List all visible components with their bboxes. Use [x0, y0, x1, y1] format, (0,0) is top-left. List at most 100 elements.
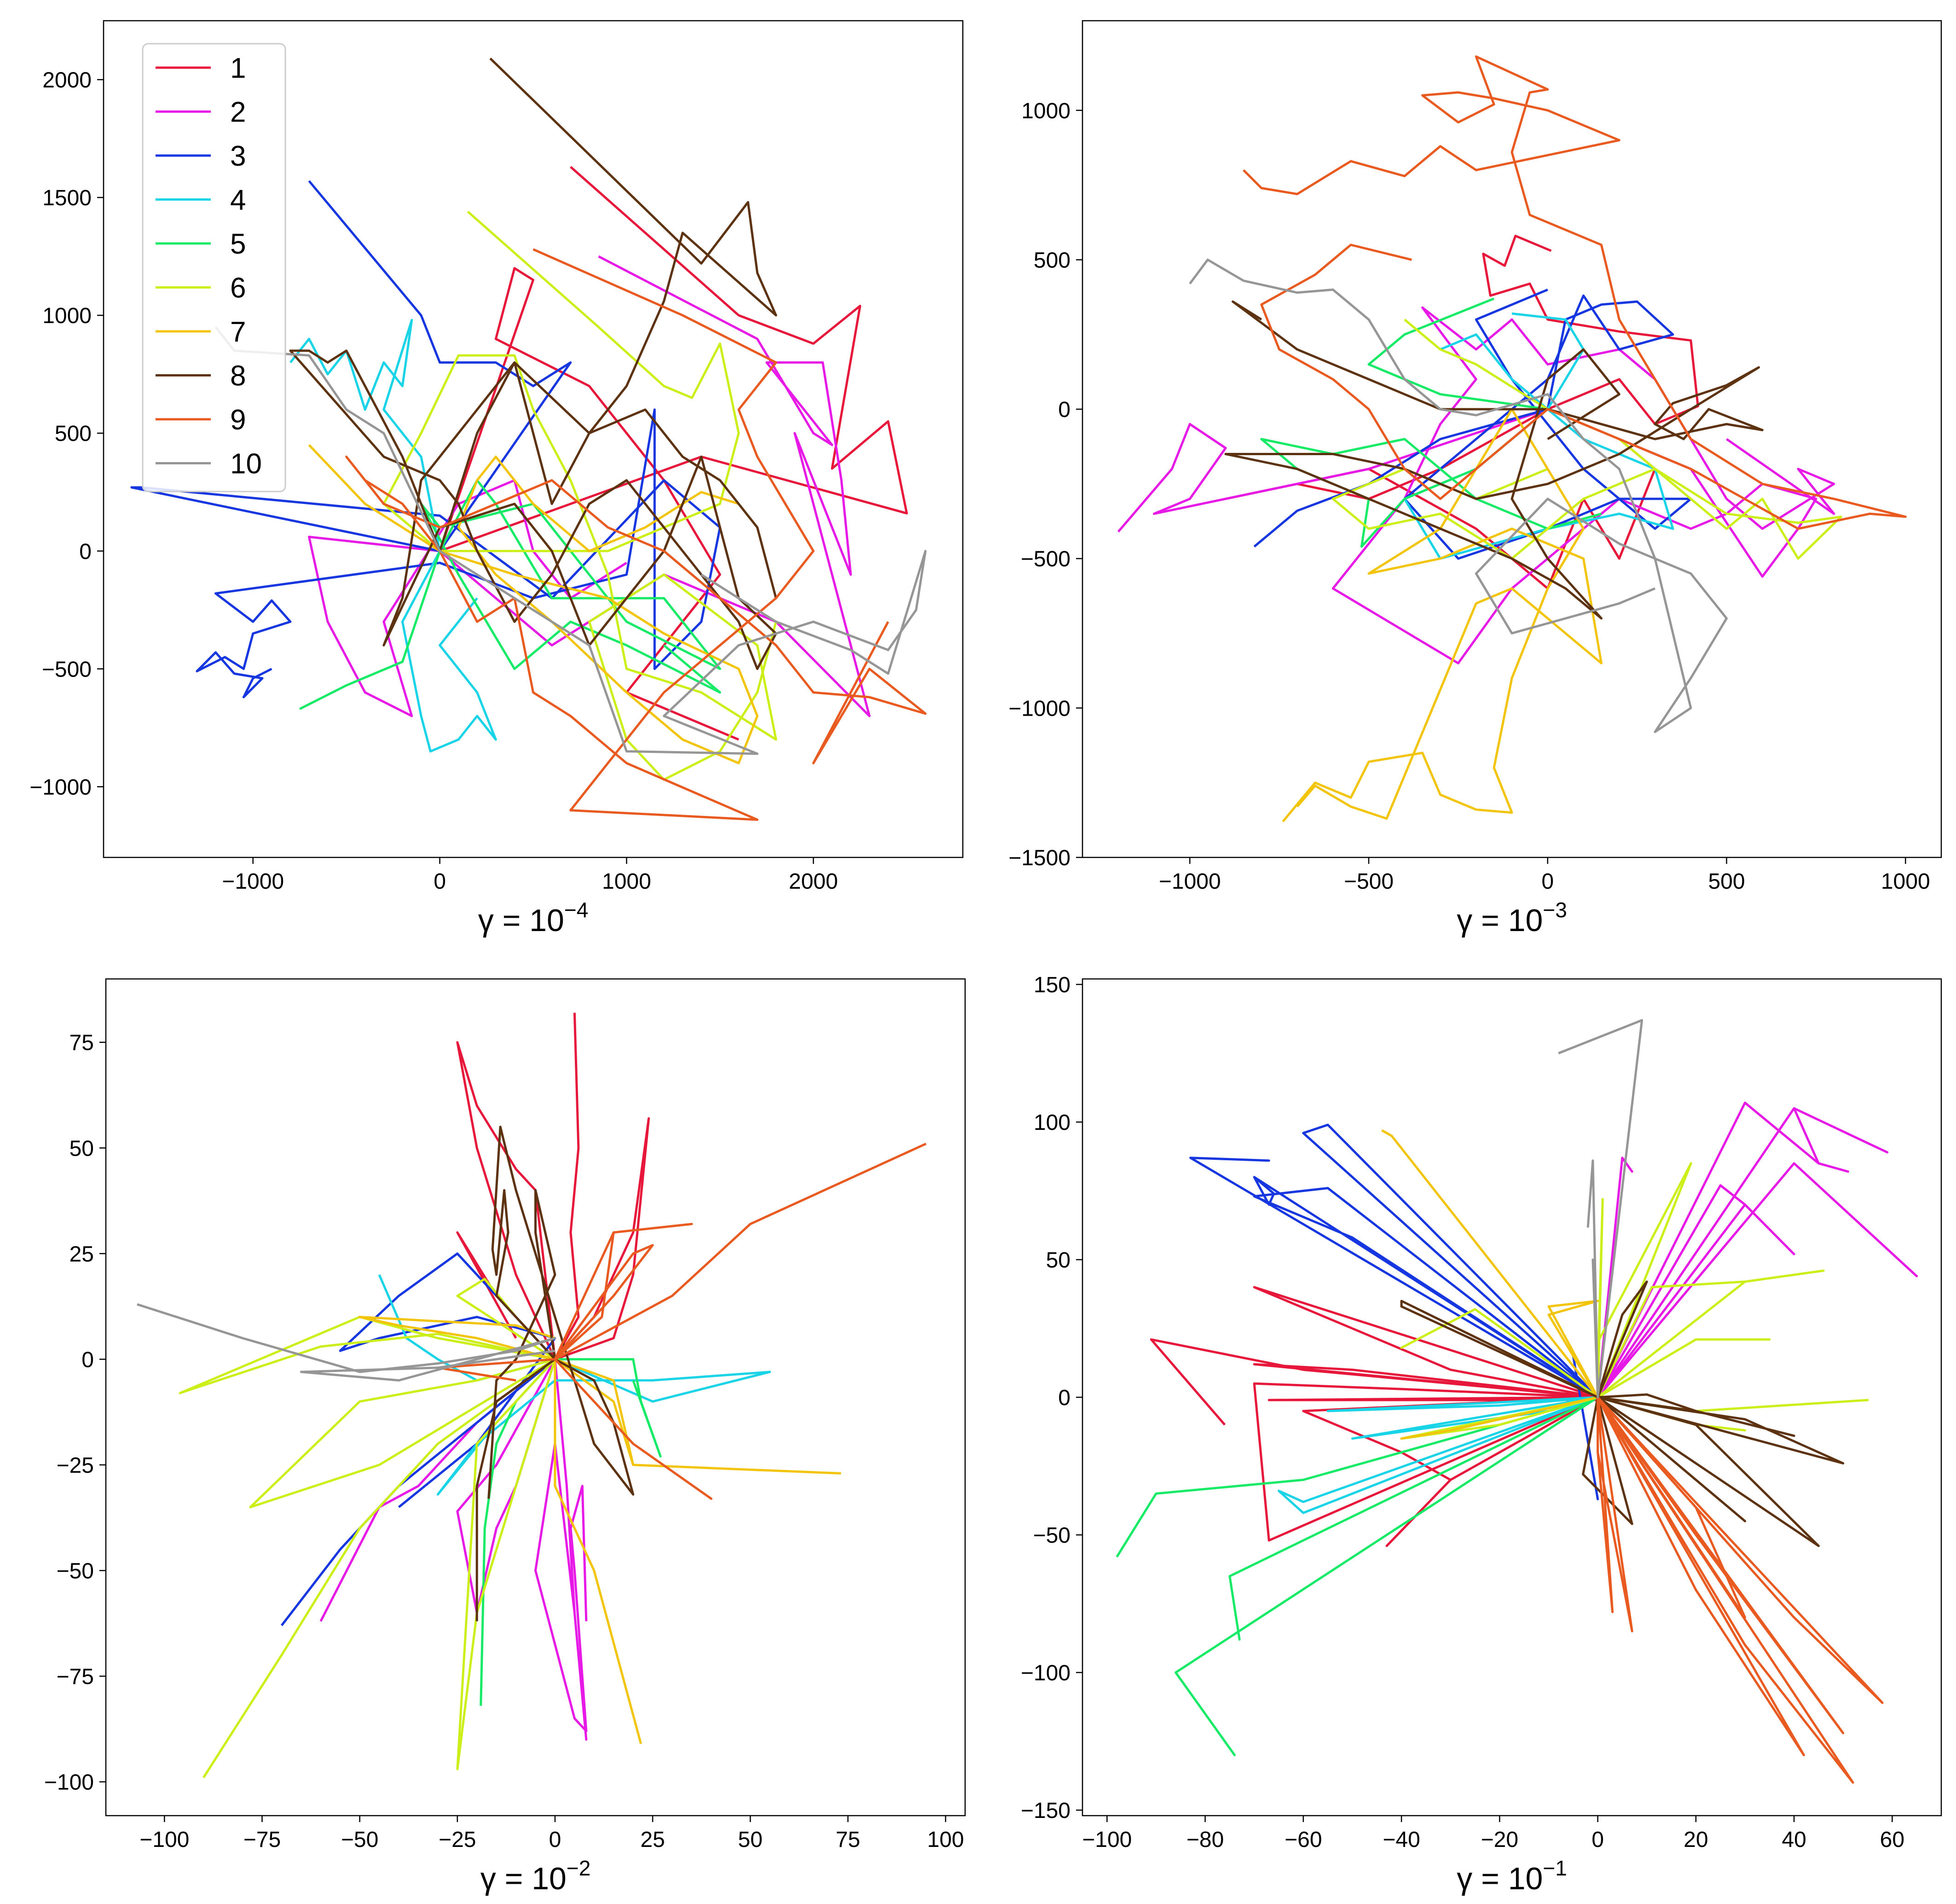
legend-label-6: 6 — [230, 272, 246, 304]
x-tick-label: 0 — [549, 1828, 561, 1852]
x-tick-label: −50 — [341, 1828, 378, 1852]
legend-label-9: 9 — [230, 404, 246, 436]
legend-label-8: 8 — [230, 360, 246, 392]
x-axis-label-base: γ = 10 — [1457, 1861, 1543, 1896]
series-10-line — [1558, 1019, 1644, 1399]
x-axis-label: γ = 10−4 — [478, 898, 589, 938]
legend-label-2: 2 — [230, 97, 246, 128]
x-tick-label: −1000 — [1159, 869, 1221, 894]
series-8-line — [1400, 1280, 1845, 1547]
y-tick-label: 0 — [1058, 398, 1071, 422]
series-3-line — [280, 1252, 556, 1626]
x-tick-label: 1000 — [602, 869, 651, 894]
y-tick-label: 500 — [1034, 248, 1071, 272]
x-tick-label: −80 — [1186, 1828, 1224, 1852]
chart-panel-4: −100 −80 −60 −40 −20 0 20 40 60 −150 −100 −50 0 50 100… — [1021, 973, 1942, 1896]
legend-label-4: 4 — [230, 185, 246, 216]
chart-panel-1: −1000 0 1000 2000 −1000 −500 0 500 1000 1500 2000 γ… — [29, 20, 964, 938]
x-axis-label-exponent: −1 — [1543, 1856, 1567, 1880]
series-1-line — [1224, 235, 1699, 590]
series-3-line — [1189, 1123, 1599, 1500]
series-group — [1116, 1019, 1918, 1784]
series-9-line — [1597, 1396, 1884, 1784]
x-tick-label: 0 — [434, 869, 446, 894]
series-9-line — [436, 1142, 927, 1500]
series-10-line — [214, 326, 927, 755]
x-axis-label: γ = 10−2 — [480, 1856, 591, 1896]
y-tick-label: 0 — [1058, 1386, 1071, 1410]
series-9-line — [1243, 55, 1907, 530]
y-tick-label: −500 — [42, 657, 92, 682]
y-tick-label: −75 — [57, 1665, 94, 1689]
x-axis-label-exponent: −4 — [564, 898, 588, 922]
chart-panel-2: −1000 −500 0 500 1000 −1500 −1000 −500 0 500 1000 γ… — [1008, 20, 1942, 938]
series-6-line — [382, 210, 777, 781]
y-tick-label: −1000 — [29, 775, 92, 799]
x-tick-label: −60 — [1285, 1828, 1322, 1852]
x-axis-label: γ = 10−1 — [1457, 1856, 1567, 1896]
series-group — [1117, 55, 1907, 822]
legend-label-5: 5 — [230, 228, 246, 260]
x-tick-label: 75 — [836, 1828, 860, 1852]
x-axis-label-exponent: −2 — [567, 1856, 590, 1880]
x-tick-label: −100 — [1082, 1828, 1132, 1852]
y-tick-label: 150 — [1034, 973, 1071, 997]
y-tick-label: −25 — [57, 1453, 94, 1478]
x-axis-label-base: γ = 10 — [1457, 903, 1543, 938]
series-7-line — [1282, 408, 1603, 822]
series-group — [137, 1013, 927, 1778]
y-tick-label: 25 — [69, 1242, 94, 1267]
y-tick-label: 50 — [69, 1136, 94, 1161]
x-tick-label: 1000 — [1881, 869, 1930, 894]
x-axis-label: γ = 10−3 — [1457, 898, 1567, 938]
plot-frame — [105, 978, 966, 1817]
y-tick-label: 1500 — [42, 186, 92, 210]
x-tick-label: −25 — [439, 1828, 476, 1852]
x-tick-label: −500 — [1344, 869, 1394, 894]
legend-label-1: 1 — [230, 52, 246, 84]
legend-label-3: 3 — [230, 140, 246, 172]
series-group — [130, 58, 927, 821]
x-tick-label: 100 — [927, 1828, 964, 1852]
x-tick-label: 0 — [1541, 869, 1554, 894]
legend: 1 2 3 4 5 6 7 8 9 10 — [142, 43, 286, 492]
series-4-line — [1278, 1396, 1599, 1514]
y-tick-label: −1000 — [1008, 696, 1071, 721]
y-tick-label: −50 — [1033, 1523, 1071, 1548]
y-tick-label: 50 — [1046, 1248, 1071, 1273]
legend-label-7: 7 — [230, 316, 246, 348]
y-tick-label: 0 — [81, 1348, 94, 1372]
x-axis-label-base: γ = 10 — [480, 1861, 567, 1896]
x-axis-label-base: γ = 10 — [478, 903, 564, 938]
series-8-line — [289, 58, 777, 670]
series-2-line — [1597, 1101, 1918, 1399]
series-1-line — [1150, 1286, 1599, 1547]
x-tick-label: −75 — [243, 1828, 281, 1852]
x-tick-label: 2000 — [789, 869, 838, 894]
x-tick-label: −1000 — [222, 869, 284, 894]
series-7-line — [359, 1316, 841, 1744]
legend-label-10: 10 — [230, 448, 262, 480]
y-tick-label: 100 — [1034, 1111, 1071, 1135]
x-tick-label: 0 — [1591, 1828, 1604, 1852]
series-8-line — [1224, 300, 1764, 620]
chart-panel-3: −100 −75 −50 −25 0 25 50 75 100 −100 −75 −50 −25 0 25 5… — [44, 978, 966, 1896]
series-1-line — [456, 1013, 650, 1360]
plot-frame — [103, 20, 964, 858]
y-tick-label: 1000 — [1021, 99, 1071, 123]
series-2-line — [1117, 306, 1835, 665]
x-tick-label: 50 — [738, 1828, 763, 1852]
x-tick-label: −20 — [1481, 1828, 1518, 1852]
y-tick-label: 2000 — [42, 68, 92, 93]
x-tick-label: 60 — [1880, 1828, 1904, 1852]
x-tick-label: 25 — [640, 1828, 665, 1852]
series-9-line — [345, 248, 927, 821]
x-tick-label: −100 — [139, 1828, 189, 1852]
y-tick-label: 500 — [55, 422, 92, 446]
series-7-line — [308, 444, 758, 764]
series-4-line — [378, 1274, 771, 1496]
series-3-line — [130, 180, 721, 699]
series-5-line — [1260, 297, 1602, 548]
y-tick-label: −100 — [44, 1771, 94, 1795]
